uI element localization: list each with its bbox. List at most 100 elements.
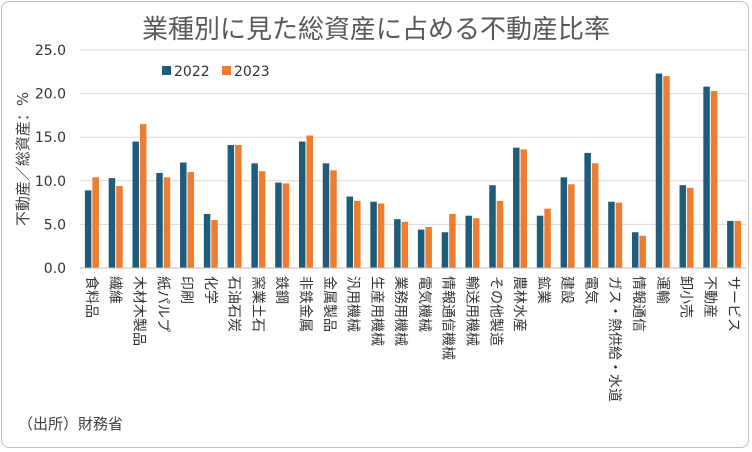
bar-2022 xyxy=(465,215,472,268)
y-tick-label: 10.0 xyxy=(35,174,66,190)
bar-2022 xyxy=(180,162,187,268)
category-label: 非鉄金属 xyxy=(297,276,313,332)
category-label: 電気 xyxy=(582,276,598,304)
category-label: 金属製品 xyxy=(321,276,337,332)
category-label: 業務用機械 xyxy=(392,276,408,346)
legend-label: 2023 xyxy=(234,64,270,80)
legend-label: 2022 xyxy=(174,64,210,80)
bar-2022 xyxy=(608,201,615,268)
bar-2023 xyxy=(663,76,670,268)
y-tick-label: 15.0 xyxy=(35,130,66,146)
y-tick-label: 5.0 xyxy=(44,217,66,233)
bar-2022 xyxy=(370,201,377,268)
bar-2023 xyxy=(734,220,742,268)
bar-2022 xyxy=(417,229,425,268)
bar-2022 xyxy=(679,185,687,268)
chart-title: 業種別に見た総資産に占める不動産比率 xyxy=(142,15,610,45)
bar-2023 xyxy=(258,171,266,268)
category-label: 印刷 xyxy=(178,276,194,304)
category-labels: 食料品 繊維 木材木製品 紙パルプ 印刷 化学 石油石炭 窯業土石 鉄鋼 非鉄金属 金属製品 汎用機械… xyxy=(83,276,741,402)
bar-2022 xyxy=(584,152,591,268)
y-axis-ticks: 0.0 5.0 10.0 15.0 20.0 25.0 xyxy=(35,43,66,277)
bar-2023 xyxy=(568,184,575,268)
bar-2023 xyxy=(163,177,171,268)
category-label: 化学 xyxy=(202,276,218,304)
bar-2023 xyxy=(401,221,409,268)
legend-swatch xyxy=(162,66,171,75)
category-label: 繊維 xyxy=(107,276,123,304)
bars xyxy=(84,73,742,269)
bar-2022 xyxy=(84,190,92,268)
bar-2023 xyxy=(449,213,456,268)
bar-2023 xyxy=(496,200,504,268)
y-tick-label: 0.0 xyxy=(44,261,66,277)
bar-2022 xyxy=(298,141,306,268)
bar-2023 xyxy=(187,172,195,268)
category-label: その他製造 xyxy=(487,276,503,346)
category-label: 建設 xyxy=(559,276,575,304)
bar-2022 xyxy=(441,232,449,268)
category-label: 窯業土石 xyxy=(249,276,266,332)
category-label: 石油石炭 xyxy=(226,276,242,332)
bar-2022 xyxy=(108,178,116,268)
category-label: サービス xyxy=(725,276,741,332)
y-tick-label: 25.0 xyxy=(35,43,66,59)
bar-2023 xyxy=(211,220,218,268)
category-label: 鉄鋼 xyxy=(273,276,289,304)
category-label: 情報通信 xyxy=(630,276,646,332)
bar-2022 xyxy=(703,86,710,269)
bar-2022 xyxy=(203,213,211,268)
bar-2022 xyxy=(560,177,568,268)
bar-2022 xyxy=(322,163,330,268)
bar-2023 xyxy=(306,135,313,268)
category-label: 不動産 xyxy=(701,276,717,318)
category-label: 鉱業 xyxy=(535,276,552,304)
bar-2022 xyxy=(227,145,235,268)
bar-2023 xyxy=(92,177,99,268)
bar-2022 xyxy=(156,172,163,268)
category-label: 生産用機械 xyxy=(368,276,384,346)
category-label: 運輸 xyxy=(654,276,670,304)
category-label: 農林水産 xyxy=(511,276,527,332)
category-label: 卸小売 xyxy=(678,276,694,318)
bar-2022 xyxy=(251,163,258,268)
category-label: ガス・熱供給・水道 xyxy=(606,276,622,402)
category-label: 汎用機械 xyxy=(345,276,361,332)
bar-2022 xyxy=(346,196,354,268)
bar-2023 xyxy=(235,145,242,268)
bar-2023 xyxy=(354,200,361,268)
bar-2023 xyxy=(520,149,528,268)
source-note: （出所）財務省 xyxy=(18,415,123,433)
category-label: 木材木製品 xyxy=(130,276,146,346)
y-tick-label: 20.0 xyxy=(35,87,66,103)
bar-2023 xyxy=(615,202,623,268)
bar-2022 xyxy=(536,215,544,268)
bar-2023 xyxy=(116,186,123,268)
bar-2022 xyxy=(489,185,496,268)
category-label: 輸送用機械 xyxy=(463,276,479,346)
category-label: 情報通信機械 xyxy=(440,276,456,360)
y-axis-label: 不動産／総資産：% xyxy=(14,92,32,226)
bar-2022 xyxy=(631,232,639,268)
bar-2023 xyxy=(544,208,551,268)
bar-2023 xyxy=(330,170,337,268)
category-label: 食料品 xyxy=(83,276,100,318)
bar-2022 xyxy=(132,141,139,268)
bar-2023 xyxy=(425,227,432,268)
bar-2023 xyxy=(472,218,480,268)
legend-swatch xyxy=(222,66,231,75)
bar-2022 xyxy=(275,182,282,268)
bar-2022 xyxy=(655,73,663,268)
bar-2022 xyxy=(394,219,401,268)
bar-2023 xyxy=(710,90,718,268)
bar-2023 xyxy=(639,235,646,268)
category-label: 電気機械 xyxy=(416,276,432,332)
bar-2023 xyxy=(139,124,147,269)
legend: 2022 2023 xyxy=(162,64,270,80)
bar-2023 xyxy=(282,183,290,268)
bar-2022 xyxy=(727,220,734,268)
bar-2023 xyxy=(687,187,694,268)
category-label: 紙パルプ xyxy=(154,276,170,332)
